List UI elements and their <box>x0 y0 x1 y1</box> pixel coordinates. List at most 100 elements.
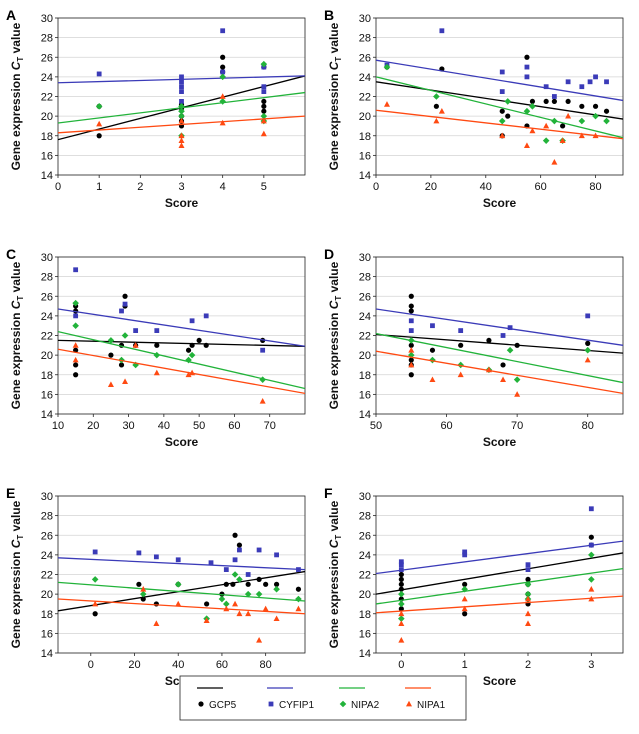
point-nipa1 <box>433 117 440 124</box>
point-cyfip1 <box>398 559 404 565</box>
point-nipa2 <box>398 600 405 608</box>
point-nipa2 <box>259 376 266 383</box>
point-nipa1 <box>107 381 114 387</box>
x-tick-label: 0 <box>55 181 61 193</box>
point-cyfip1 <box>551 94 557 99</box>
point-nipa2 <box>178 112 185 120</box>
panel-a: 14 16 18 20 22 24 26 28 30 0 1 2 3 4 5 A Score Gene expre… <box>6 7 306 210</box>
data-layer <box>58 28 305 148</box>
point-gcp5 <box>499 108 505 114</box>
panel-d: 14 16 18 20 22 24 26 28 30 50 60 70 80 D Score Gene exp… <box>324 246 624 449</box>
y-tick-label: 20 <box>41 350 53 362</box>
point-gcp5 <box>408 342 414 348</box>
point-nipa1 <box>219 93 226 99</box>
point-cyfip1 <box>153 554 159 560</box>
y-tick-label: 18 <box>41 609 53 621</box>
panel-b: 14 16 18 20 22 24 26 28 30 0 20 40 60 80 B Score Gene ex… <box>324 7 624 210</box>
point-gcp5 <box>92 611 98 617</box>
panel-label: F <box>324 485 333 501</box>
point-cyfip1 <box>500 333 506 338</box>
point-gcp5 <box>398 586 404 592</box>
point-nipa2 <box>231 571 239 578</box>
y-tick-label: 26 <box>359 291 371 303</box>
point-cyfip1 <box>73 267 79 273</box>
point-nipa2 <box>107 337 115 344</box>
panel-label: A <box>6 7 16 23</box>
point-gcp5 <box>500 362 506 368</box>
point-gcp5 <box>108 352 114 358</box>
y-tick-label: 30 <box>41 13 53 25</box>
y-tick-label: 22 <box>359 331 371 343</box>
y-axis-label: Gene expression CT value <box>9 500 25 648</box>
point-gcp5 <box>263 581 269 587</box>
y-tick-label: 22 <box>41 570 53 582</box>
point-nipa1 <box>245 610 252 617</box>
point-nipa1 <box>461 605 468 612</box>
y-tick-label: 28 <box>41 33 53 45</box>
x-tick-label: 1 <box>462 659 468 671</box>
point-nipa2 <box>398 615 405 622</box>
point-nipa1 <box>523 142 530 148</box>
point-cyfip1 <box>237 547 242 553</box>
point-cyfip1 <box>122 301 128 307</box>
point-cyfip1 <box>179 74 184 80</box>
point-cyfip1 <box>462 552 468 558</box>
point-cyfip1 <box>579 84 585 90</box>
y-tick-label: 20 <box>359 589 371 601</box>
x-tick-label: 4 <box>220 181 226 193</box>
point-nipa2 <box>504 98 512 105</box>
point-nipa2 <box>185 356 192 364</box>
point-nipa2 <box>592 112 599 120</box>
point-cyfip1 <box>179 84 184 90</box>
fit-line-nipa2 <box>376 567 623 605</box>
y-tick-label: 20 <box>359 350 371 362</box>
point-cyfip1 <box>203 313 209 319</box>
point-nipa1 <box>273 615 280 622</box>
data-layer <box>376 28 623 165</box>
point-nipa1 <box>132 342 139 348</box>
point-nipa1 <box>408 347 415 353</box>
point-gcp5 <box>433 103 439 109</box>
point-cyfip1 <box>223 567 229 572</box>
point-nipa1 <box>295 605 302 612</box>
point-nipa1 <box>236 610 243 617</box>
x-tick-label: 30 <box>122 420 134 432</box>
point-cyfip1 <box>408 318 414 324</box>
point-nipa2 <box>139 590 147 598</box>
y-tick-label: 16 <box>359 628 371 640</box>
point-cyfip1 <box>585 313 591 319</box>
point-gcp5 <box>524 54 530 60</box>
point-nipa1 <box>584 356 591 363</box>
legend-marker-nipa2 <box>339 700 347 708</box>
point-nipa1 <box>178 117 185 124</box>
point-cyfip1 <box>274 552 279 558</box>
y-tick-label: 30 <box>359 491 371 503</box>
y-tick-label: 30 <box>359 252 371 264</box>
point-nipa2 <box>603 117 610 125</box>
y-tick-label: 14 <box>359 170 371 182</box>
point-nipa2 <box>398 590 405 598</box>
point-nipa2 <box>295 595 302 603</box>
point-nipa2 <box>219 98 226 105</box>
point-nipa1 <box>219 119 226 126</box>
point-nipa2 <box>95 103 103 110</box>
point-nipa2 <box>578 117 586 125</box>
point-gcp5 <box>73 372 79 378</box>
x-tick-label: 0 <box>88 659 94 671</box>
y-tick-label: 26 <box>41 530 53 542</box>
x-tick-label: 40 <box>172 659 184 671</box>
point-gcp5 <box>256 576 262 583</box>
point-nipa1 <box>189 369 196 376</box>
point-nipa2 <box>506 346 514 354</box>
point-gcp5 <box>261 108 267 114</box>
point-gcp5 <box>398 581 404 587</box>
point-cyfip1 <box>220 69 226 75</box>
point-gcp5 <box>486 337 492 344</box>
point-nipa2 <box>174 581 182 588</box>
point-gcp5 <box>408 357 414 363</box>
point-cyfip1 <box>524 64 530 70</box>
point-cyfip1 <box>220 28 226 34</box>
point-gcp5 <box>273 581 280 587</box>
y-tick-label: 24 <box>41 311 53 323</box>
